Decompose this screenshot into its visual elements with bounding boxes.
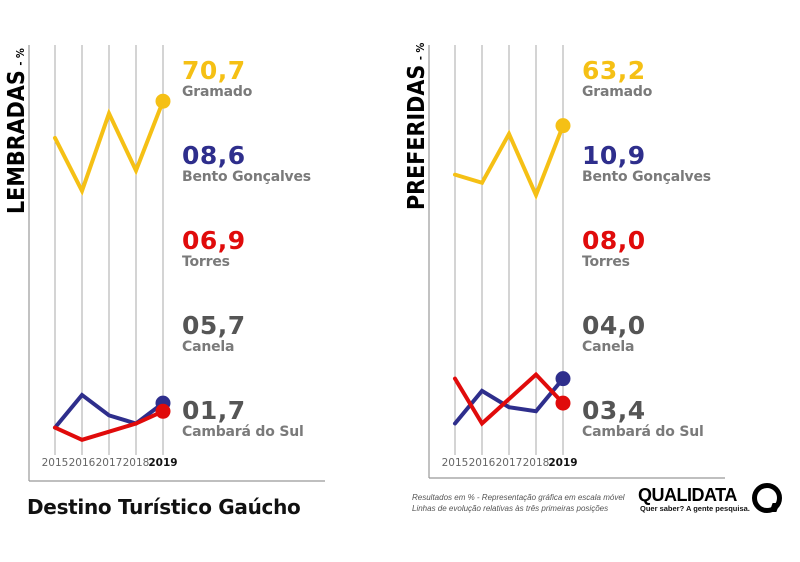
entry-name: Canela: [582, 339, 635, 355]
lembradas-entry-bento: 08,6 Bento Gonçalves: [182, 141, 311, 186]
entry-value: 70,7: [182, 56, 246, 85]
entry-value: 06,9: [182, 226, 246, 255]
preferidas-entry-gramado: 63,2 Gramado: [582, 56, 653, 101]
series-marker-bento-gon-alves: [555, 371, 571, 387]
entry-name: Gramado: [582, 84, 653, 100]
entry-value: 05,7: [182, 311, 246, 340]
x-tick-label-2015: 2015: [42, 457, 69, 469]
logo-tagline: Quer saber? A gente pesquisa.: [640, 504, 750, 513]
x-tick-label-2019: 2019: [548, 457, 577, 469]
entry-name: Torres: [582, 254, 630, 270]
preferidas-title: PREFERIDAS: [404, 64, 430, 210]
series-line-torres: [453, 371, 565, 427]
preferidas-axis-title: PREFERIDAS - %: [404, 43, 430, 210]
series-marker-torres: [555, 395, 571, 411]
logo-wordmark: QUALIDATA: [638, 485, 737, 505]
entry-value: 63,2: [582, 56, 646, 85]
series-line-gramado: [53, 99, 165, 197]
x-tick-label-2016: 2016: [69, 457, 96, 469]
x-tick-label-2017: 2017: [96, 457, 123, 469]
preferidas-entry-cambara: 03,4 Cambará do Sul: [582, 396, 704, 441]
series-marker-gramado: [555, 118, 571, 134]
entry-name: Bento Gonçalves: [582, 169, 711, 185]
entry-value: 04,0: [582, 311, 646, 340]
preferidas-unit: - %: [414, 42, 427, 61]
entry-name: Cambará do Sul: [182, 424, 304, 440]
lembradas-entry-torres: 06,9 Torres: [182, 226, 246, 271]
x-tick-label-2019: 2019: [148, 457, 177, 469]
preferidas-entry-bento: 10,9 Bento Gonçalves: [582, 141, 711, 186]
footer-title: Destino Turístico Gaúcho: [27, 495, 301, 519]
x-tick-label-2017: 2017: [496, 457, 523, 469]
entry-name: Torres: [182, 254, 230, 270]
entry-value: 01,7: [182, 396, 246, 425]
entry-name: Canela: [182, 339, 235, 355]
x-tick-label-2018: 2018: [123, 457, 150, 469]
entry-value: 08,6: [182, 141, 246, 170]
series-line-bento-gon-alves: [53, 392, 165, 430]
series-line-bento-gon-alves: [453, 376, 565, 426]
entry-value: 03,4: [582, 396, 646, 425]
entry-name: Cambará do Sul: [582, 424, 704, 440]
footer-note: Resultados em % - Representação gráfica …: [412, 492, 625, 514]
series-line-gramado: [453, 123, 565, 201]
x-tick-label-2015: 2015: [442, 457, 469, 469]
footer-note-line1: Resultados em % - Representação gráfica …: [412, 493, 625, 502]
x-tick-label-2016: 2016: [469, 457, 496, 469]
lembradas-entry-canela: 05,7 Canela: [182, 311, 246, 356]
entry-name: Gramado: [182, 84, 253, 100]
entry-name: Bento Gonçalves: [182, 169, 311, 185]
entry-value: 10,9: [582, 141, 646, 170]
series-line-torres: [53, 409, 165, 442]
lembradas-entry-gramado: 70,7 Gramado: [182, 56, 253, 101]
x-tick-label-2018: 2018: [523, 457, 550, 469]
lembradas-entry-cambara: 01,7 Cambará do Sul: [182, 396, 304, 441]
series-marker-torres: [155, 403, 171, 419]
logo-q-icon: [752, 483, 782, 513]
preferidas-entry-torres: 08,0 Torres: [582, 226, 646, 271]
series-marker-gramado: [155, 93, 171, 109]
qualidata-logo: QUALIDATA Quer saber? A gente pesquisa.: [638, 483, 782, 515]
footer-note-line2: Linhas de evolução relativas às três pri…: [412, 504, 609, 513]
preferidas-entry-canela: 04,0 Canela: [582, 311, 646, 356]
entry-value: 08,0: [582, 226, 646, 255]
